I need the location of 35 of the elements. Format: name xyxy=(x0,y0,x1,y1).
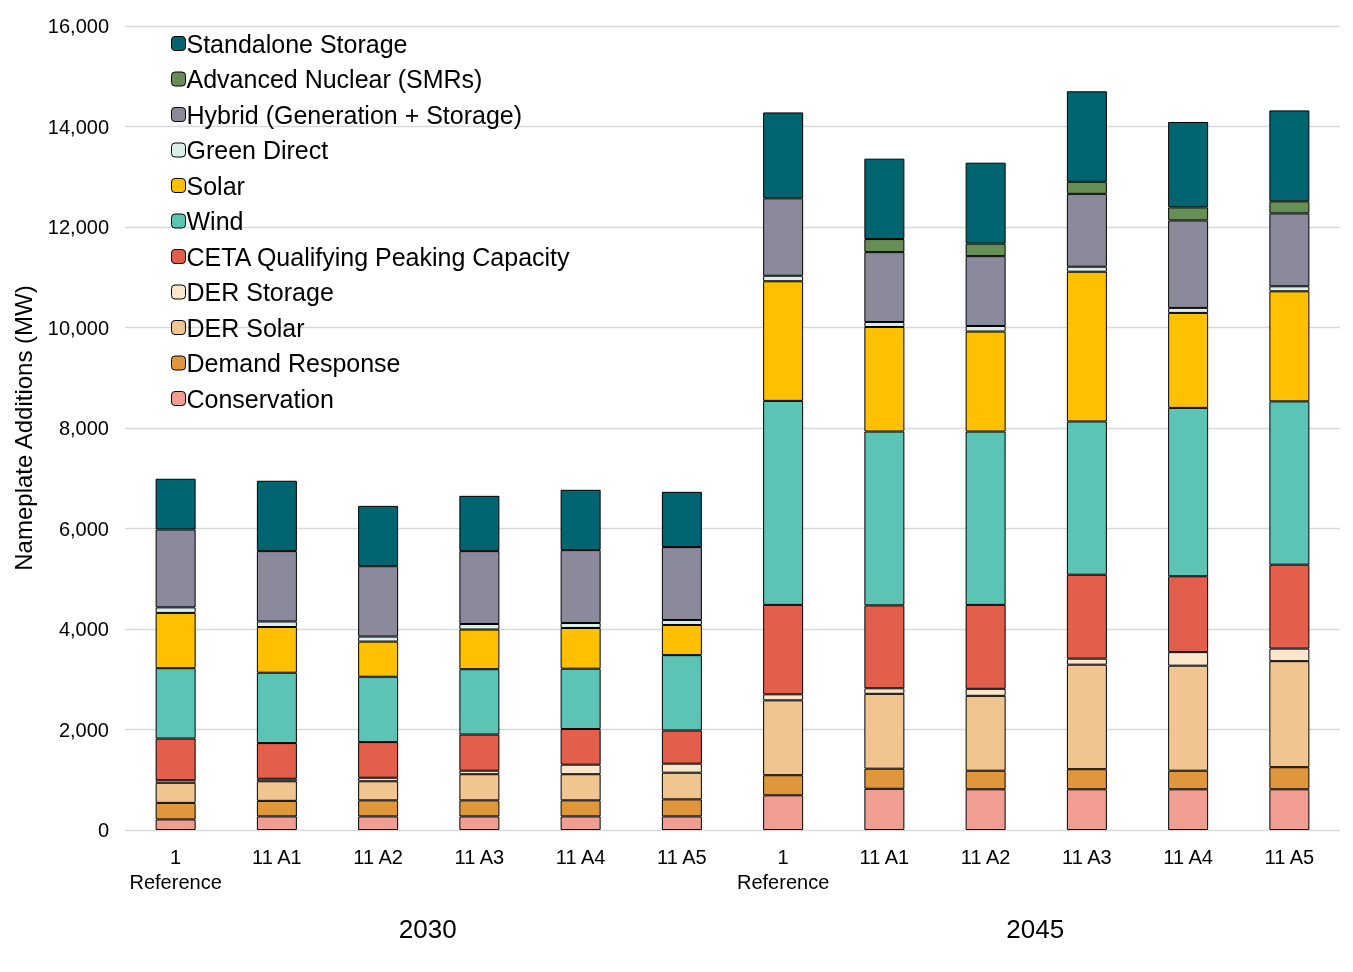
y-tick-label: 0 xyxy=(97,819,109,841)
legend-label: Hybrid (Generation + Storage) xyxy=(186,100,523,129)
x-tick-label: 11 A2 xyxy=(960,845,1011,868)
text: 2030 xyxy=(398,914,457,944)
legend-label: Green Direct xyxy=(186,136,329,164)
x-tick-label: 11 A2 xyxy=(353,845,403,868)
x-tick-label: 11 A3 xyxy=(454,845,505,868)
x-tick-label: 11 A4 xyxy=(555,845,606,868)
y-tick-label: 14,000 xyxy=(47,115,109,138)
y-axis-title: Nameplate Additions (MW) xyxy=(9,285,37,571)
y-tick-label: 16,000 xyxy=(47,15,109,37)
x-tick-label: 1 Reference xyxy=(129,845,222,893)
legend-label: DER Solar xyxy=(186,313,305,342)
legend-label: Demand Response xyxy=(186,349,401,377)
y-tick-label: 10,000 xyxy=(47,316,109,339)
x-tick-label: 11 A5 xyxy=(1264,845,1315,868)
legend-label: Standalone Storage xyxy=(186,29,408,58)
legend-label: Solar xyxy=(186,171,245,200)
y-tick-label: 12,000 xyxy=(47,216,109,238)
y-tick-label: 6,000 xyxy=(58,517,109,540)
legend-label: DER Storage xyxy=(186,278,334,306)
x-tick-label: 11 A1 xyxy=(252,845,302,868)
y-tick-label: 2,000 xyxy=(58,718,109,741)
legend-label: Wind xyxy=(186,207,244,235)
legend-label: CETA Qualifying Peaking Capacity xyxy=(186,242,571,271)
y-tick-label: 8,000 xyxy=(58,417,109,439)
x-tick-label: 11 A4 xyxy=(1163,845,1213,868)
text: 2045 xyxy=(1006,914,1065,944)
x-tick-label: 11 A3 xyxy=(1062,845,1112,868)
x-tick-label: 11 A1 xyxy=(859,845,910,868)
x-tick-label: 11 A5 xyxy=(657,845,707,868)
legend-label: Advanced Nuclear (SMRs) xyxy=(186,65,483,93)
x-tick-label: 1 Reference xyxy=(736,845,830,893)
legend-label: Conservation xyxy=(186,384,334,413)
y-tick-label: 4,000 xyxy=(58,618,109,640)
